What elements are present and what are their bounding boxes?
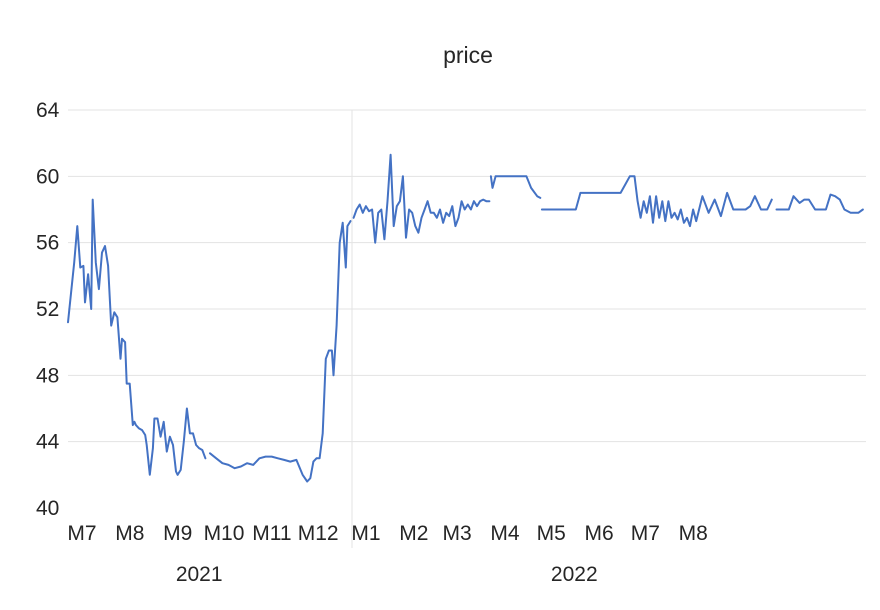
y-tick-label: 52: [36, 298, 59, 321]
x-tick-label: M11: [252, 522, 291, 545]
series-line-segment: [489, 175, 542, 199]
x-tick-label: M6: [584, 522, 613, 545]
y-tick-label: 40: [36, 497, 59, 520]
x-tick-label: M9: [163, 522, 192, 545]
x-tick-label: M10: [204, 522, 245, 545]
x-tick-label: M1: [351, 522, 380, 545]
price-series: [67, 153, 864, 483]
series-line-segment: [67, 198, 207, 476]
y-axis: 40 44 48 52 56 60 64: [36, 99, 60, 520]
y-tick-label: 64: [36, 99, 60, 122]
series-line-segment: [775, 193, 864, 214]
y-tick-label: 44: [36, 431, 60, 454]
x-tick-label: M12: [298, 522, 339, 545]
x-tick-label: M5: [537, 522, 566, 545]
y-tick-label: 48: [36, 364, 59, 387]
x-axis: M7 M8 M9 M10 M11 M12 M1 M2 M3 M4 M5 M6 M7 M8 2021 2022: [67, 522, 707, 586]
x-tick-label: M8: [679, 522, 708, 545]
chart-title: price: [443, 42, 493, 68]
y-tick-label: 56: [36, 232, 59, 255]
x-tick-label: M3: [442, 522, 471, 545]
x-tick-label: M2: [399, 522, 428, 545]
x-year-label: 2022: [551, 563, 598, 586]
x-tick-label: M4: [490, 522, 519, 545]
x-tick-label: M7: [631, 522, 660, 545]
x-year-label: 2021: [176, 563, 223, 586]
gridlines: [68, 109, 866, 548]
series-line-segment: [352, 153, 491, 244]
x-tick-label: M8: [115, 522, 144, 545]
series-line-segment: [540, 175, 773, 228]
y-tick-label: 60: [36, 165, 59, 188]
x-tick-label: M7: [67, 522, 96, 545]
series-line-segment: [209, 220, 352, 483]
